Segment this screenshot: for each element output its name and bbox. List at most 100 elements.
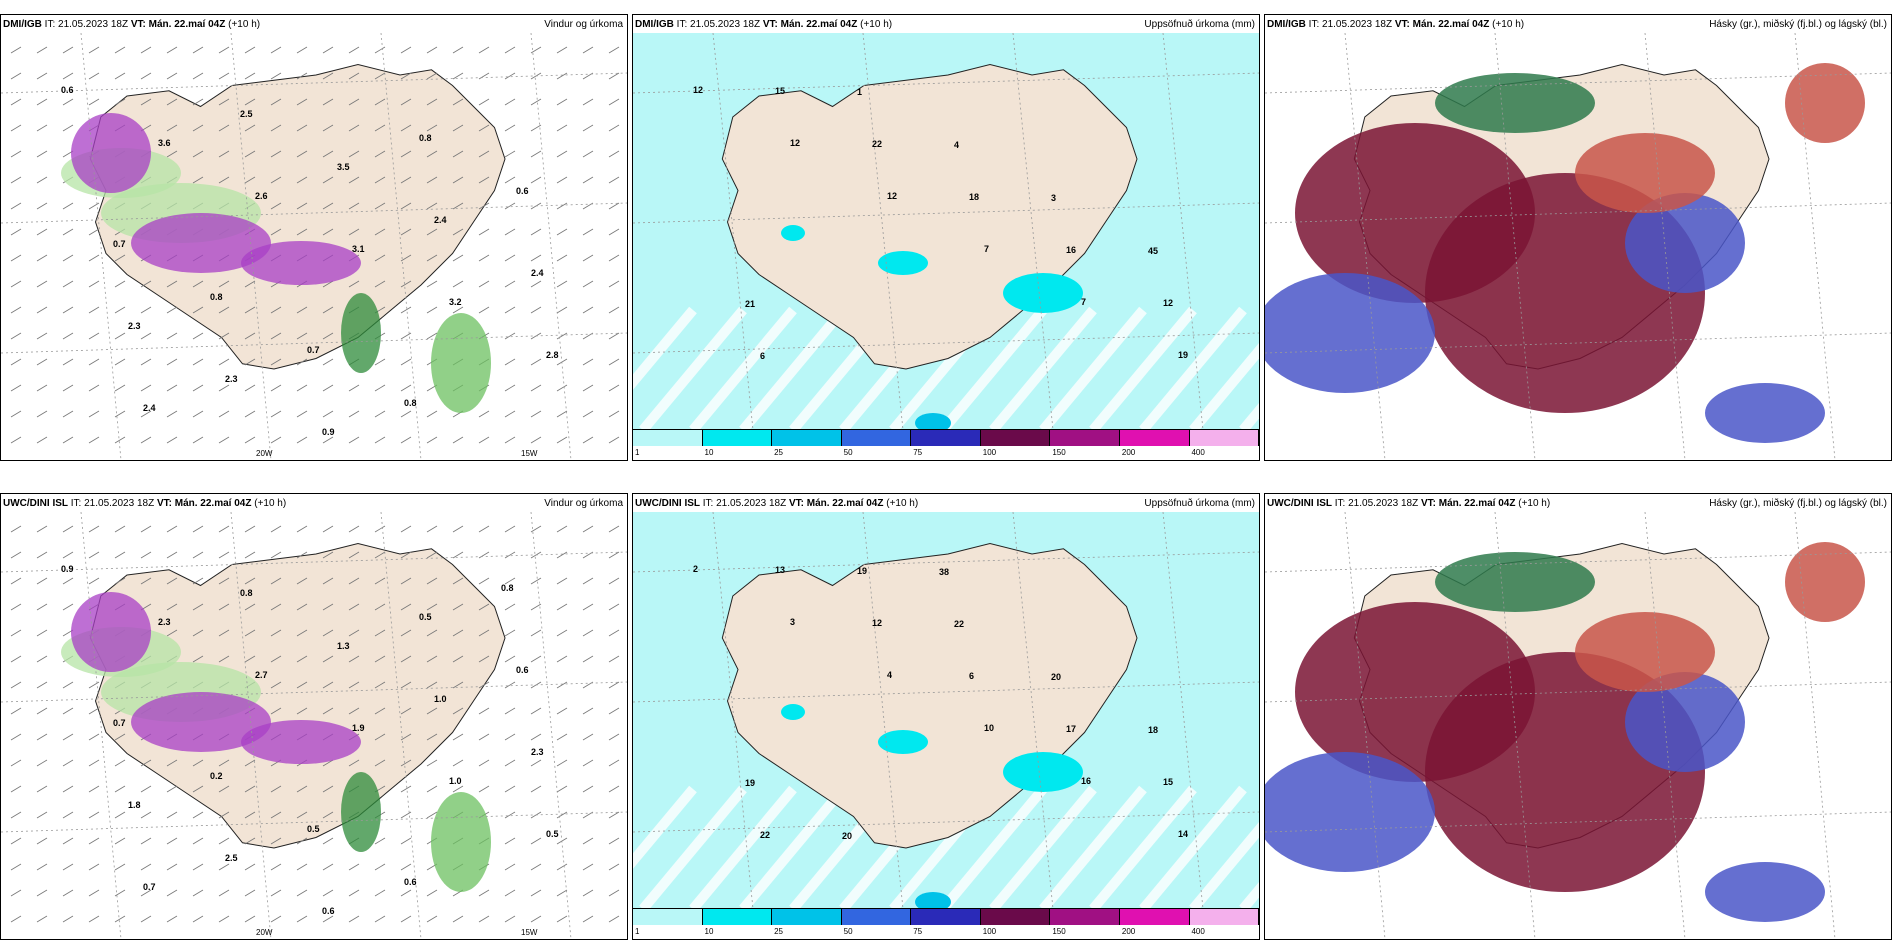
precip-label: 0.6: [516, 665, 529, 675]
precip-label: 12: [693, 85, 703, 95]
precip-label: 0.7: [143, 882, 156, 892]
precip-label: 0.8: [210, 292, 223, 302]
panel-header: DMI/IGB IT: 21.05.2023 18Z VT: Mán. 22.m…: [3, 19, 260, 30]
precip-label: 2.6: [255, 191, 268, 201]
colorbar-tick: 150: [1052, 927, 1066, 936]
colorbar-tick: 400: [1191, 927, 1205, 936]
axis-label: 15W: [521, 928, 538, 937]
map-panel: DMI/IGB IT: 21.05.2023 18Z VT: Mán. 22.m…: [0, 14, 628, 461]
valid-time-prefix: VT:: [156, 498, 172, 509]
panel-source: UWC/DINI ISL: [635, 498, 700, 509]
colorbar-ticks: 1 10 25 50 75 100 150 200 400: [633, 925, 1259, 939]
valid-time: Mán. 22.maí 04Z: [1412, 19, 1490, 30]
colorbar-swatch: [980, 909, 1051, 925]
colorbar-swatch: [980, 430, 1051, 446]
map-canvas: [1265, 512, 1891, 939]
map-canvas: 2 3 4 10 16 14 13 12 6 17 15 22 19 22 20 18 19 20 38: [633, 512, 1259, 913]
panel-source: DMI/IGB: [3, 19, 42, 30]
precip-label: 2.8: [546, 350, 559, 360]
precip-label: 19: [857, 566, 867, 576]
precip-label: 0.6: [404, 877, 417, 887]
precip-label: 0.5: [546, 829, 559, 839]
precip-label: 13: [775, 565, 785, 575]
precip-label: 1.0: [449, 776, 462, 786]
precip-label: 4: [954, 140, 959, 150]
precip-label: 2: [693, 564, 698, 574]
precip-label: 45: [1148, 246, 1158, 256]
colorbar-tick: 100: [982, 448, 997, 457]
precip-label: 1.0: [434, 694, 447, 704]
precip-label: 2.4: [434, 215, 447, 225]
map-panel: UWC/DINI ISL IT: 21.05.2023 18Z VT: Mán.…: [1264, 493, 1892, 940]
precip-label: 12: [887, 191, 897, 201]
colorbar-swatch: [911, 909, 981, 925]
precip-label: 3: [790, 617, 795, 627]
panel-title: Uppsöfnuð úrkoma (mm): [1144, 498, 1255, 509]
panel-title: Vindur og úrkoma: [544, 498, 623, 509]
precip-label: 17: [1066, 724, 1076, 734]
precip-label: 2.3: [531, 747, 544, 757]
init-time: IT: 21.05.2023 18Z: [676, 19, 761, 30]
valid-time: Mán. 22.maí 04Z: [1438, 498, 1516, 509]
map-canvas: 0.6 3.6 2.6 3.1 3.2 2.8 2.4 2.5 3.5 2.4 2.4 2.3 2.3 0…: [1, 33, 627, 460]
panel-header: UWC/DINI ISL IT: 21.05.2023 18Z VT: Mán.…: [3, 498, 286, 509]
precip-label: 20: [842, 831, 852, 841]
panel-title: Hásky (gr.), miðský (fj.bl.) og lágský (…: [1709, 19, 1887, 30]
precip-label: 2.3: [158, 617, 171, 627]
colorbar-swatch: [1050, 909, 1120, 925]
colorbar-tick: 25: [774, 927, 784, 936]
axis-label: 20W: [256, 449, 273, 458]
valid-time: Mán. 22.maí 04Z: [174, 498, 252, 509]
precip-label: 3.2: [449, 297, 462, 307]
panel-source: DMI/IGB: [1267, 19, 1306, 30]
precip-label: 3.1: [352, 244, 365, 254]
colorbar-swatch: [702, 430, 773, 446]
precip-label: 0.9: [322, 427, 335, 437]
colorbar-swatch: [911, 430, 981, 446]
precip-label: 3.5: [337, 162, 350, 172]
precip-label: 12: [790, 138, 800, 148]
colorbar-swatch: [1119, 430, 1190, 446]
map-panel: UWC/DINI ISL IT: 21.05.2023 18Z VT: Mán.…: [0, 493, 628, 940]
precip-label: 16: [1066, 245, 1076, 255]
colorbar-swatch: [841, 909, 912, 925]
colorbar-swatch: [1119, 909, 1190, 925]
lead-time: (+10 h): [860, 19, 893, 30]
colorbar-tick: 200: [1121, 927, 1136, 936]
colorbar-tick: 50: [843, 448, 853, 457]
init-time: IT: 21.05.2023 18Z: [702, 498, 787, 509]
map-panel: DMI/IGB IT: 21.05.2023 18Z VT: Mán. 22.m…: [1264, 14, 1892, 461]
colorbar-tick: 1: [635, 448, 640, 457]
init-time: IT: 21.05.2023 18Z: [1334, 498, 1419, 509]
precip-label: 38: [939, 567, 949, 577]
colorbar-swatch: [702, 909, 773, 925]
init-time: IT: 21.05.2023 18Z: [44, 19, 129, 30]
valid-time-prefix: VT:: [1394, 19, 1410, 30]
panel-title: Vindur og úrkoma: [544, 19, 623, 30]
colorbar-tick: 25: [774, 448, 784, 457]
precip-label: 16: [1081, 776, 1091, 786]
lead-time: (+10 h): [886, 498, 919, 509]
precip-label: 19: [745, 778, 755, 788]
precip-label: 1.8: [128, 800, 141, 810]
precip-label: 15: [1163, 777, 1173, 787]
colorbar-swatch: [633, 909, 703, 925]
precip-label: 22: [872, 139, 882, 149]
panel-source: UWC/DINI ISL: [1267, 498, 1332, 509]
precip-label: 0.6: [322, 906, 335, 916]
panel-source: DMI/IGB: [635, 19, 674, 30]
panel-header: DMI/IGB IT: 21.05.2023 18Z VT: Mán. 22.m…: [635, 19, 892, 30]
panel-source: UWC/DINI ISL: [3, 498, 68, 509]
precip-label: 1.9: [352, 723, 365, 733]
valid-time: Mán. 22.maí 04Z: [806, 498, 884, 509]
precip-label: 22: [760, 830, 770, 840]
init-time: IT: 21.05.2023 18Z: [1308, 19, 1393, 30]
precip-label: 7: [1081, 297, 1086, 307]
precip-label: 21: [745, 299, 755, 309]
colorbar-tick: 200: [1121, 448, 1136, 457]
panel-header: DMI/IGB IT: 21.05.2023 18Z VT: Mán. 22.m…: [1267, 19, 1524, 30]
panel-header: UWC/DINI ISL IT: 21.05.2023 18Z VT: Mán.…: [635, 498, 918, 509]
colorbar-tick: 400: [1191, 448, 1205, 457]
precip-label: 0.6: [61, 85, 74, 95]
valid-time-prefix: VT:: [762, 19, 778, 30]
